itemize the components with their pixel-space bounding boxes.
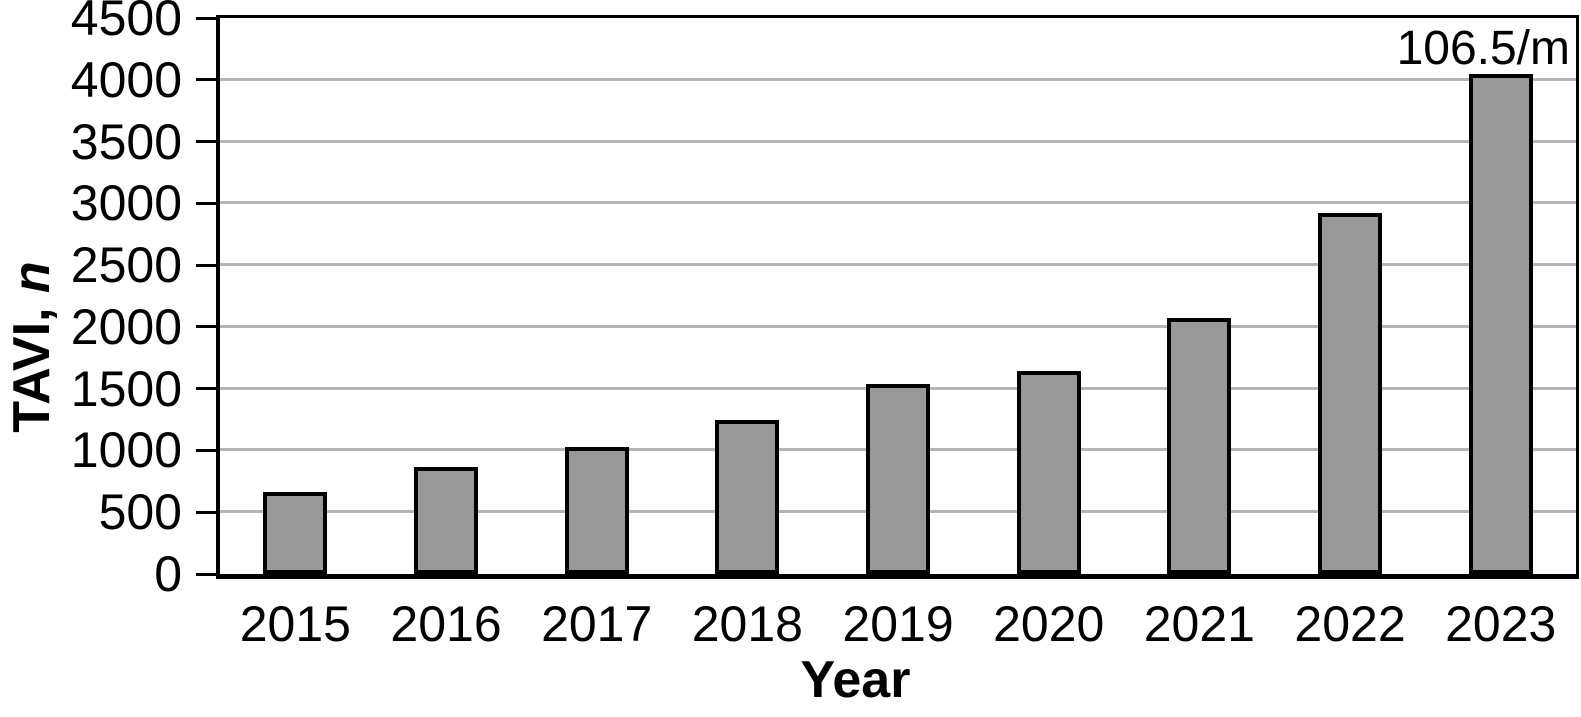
gridline-2500 [220, 263, 1576, 267]
x-tick-label-2023: 2023 [1445, 596, 1557, 652]
bar-2016 [414, 467, 478, 574]
bar-2018 [715, 420, 780, 574]
y-tick-mark-2500 [196, 263, 220, 267]
y-tick-mark-1500 [196, 387, 220, 391]
y-tick-mark-4000 [196, 78, 220, 82]
gridline-3500 [220, 139, 1576, 143]
y-tick-label-3500: 3500 [70, 113, 182, 170]
bar-slot-2015 [220, 18, 371, 574]
x-tick-label-2017: 2017 [541, 596, 653, 652]
y-tick-label-0: 0 [154, 546, 182, 602]
y-tick-mark-1000 [196, 448, 220, 452]
bar-2022 [1318, 212, 1383, 574]
x-tick-label-2018: 2018 [691, 596, 803, 652]
x-tick-label-2021: 2021 [1143, 596, 1255, 652]
y-tick-mark-500 [196, 510, 220, 514]
y-tick-mark-0 [196, 572, 220, 576]
x-tick-label-2019: 2019 [842, 596, 954, 652]
bar-slot-2017 [521, 18, 672, 574]
x-tick-label-2016: 2016 [390, 596, 502, 652]
y-tick-label-4000: 4000 [70, 51, 182, 108]
bar-series [220, 18, 1576, 574]
y-tick-label-1000: 1000 [70, 422, 182, 479]
bar-2021 [1167, 318, 1232, 574]
bar-2015 [263, 491, 328, 574]
gridline-2000 [220, 324, 1576, 328]
y-tick-mark-3500 [196, 140, 220, 144]
bar-2017 [564, 446, 629, 574]
y-tick-label-1500: 1500 [70, 360, 182, 417]
gridline-3000 [220, 201, 1576, 205]
x-tick-label-2015: 2015 [239, 596, 351, 652]
y-tick-label-2500: 2500 [70, 237, 182, 294]
bar-slot-2020 [973, 18, 1124, 574]
y-tick-mark-4500 [196, 16, 220, 20]
plot-area: 106.5/m [216, 15, 1579, 579]
y-tick-label-2000: 2000 [70, 298, 182, 355]
x-axis-title: Year [800, 651, 911, 709]
bar-slot-2019 [823, 18, 974, 574]
bar-slot-2022 [1275, 18, 1426, 574]
y-axis-tick-marks [196, 16, 220, 576]
y-tick-label-3000: 3000 [70, 175, 182, 232]
bar-slot-2023 [1425, 18, 1576, 574]
bar-2023 [1468, 73, 1533, 574]
x-axis-tick-labels: 2015 2016 2017 2018 2019 2020 2021 2022 2023 [220, 598, 1576, 650]
bar-2020 [1016, 371, 1081, 574]
y-tick-label-500: 500 [98, 484, 182, 541]
y-tick-label-4500: 4500 [70, 0, 182, 46]
bar-annotation-2023: 106.5/m [1396, 22, 1570, 75]
bar-slot-2018 [672, 18, 823, 574]
gridline-4000 [220, 77, 1576, 81]
bar-2019 [866, 383, 931, 574]
y-tick-mark-3000 [196, 201, 220, 205]
y-axis-tick-labels: 0 500 1000 1500 2000 2500 3000 3500 4000 4500 [0, 0, 182, 599]
bar-slot-2021 [1124, 18, 1275, 574]
y-tick-mark-2000 [196, 325, 220, 329]
x-tick-label-2020: 2020 [993, 596, 1105, 652]
x-tick-label-2022: 2022 [1294, 596, 1406, 652]
bar-slot-2016 [371, 18, 522, 574]
